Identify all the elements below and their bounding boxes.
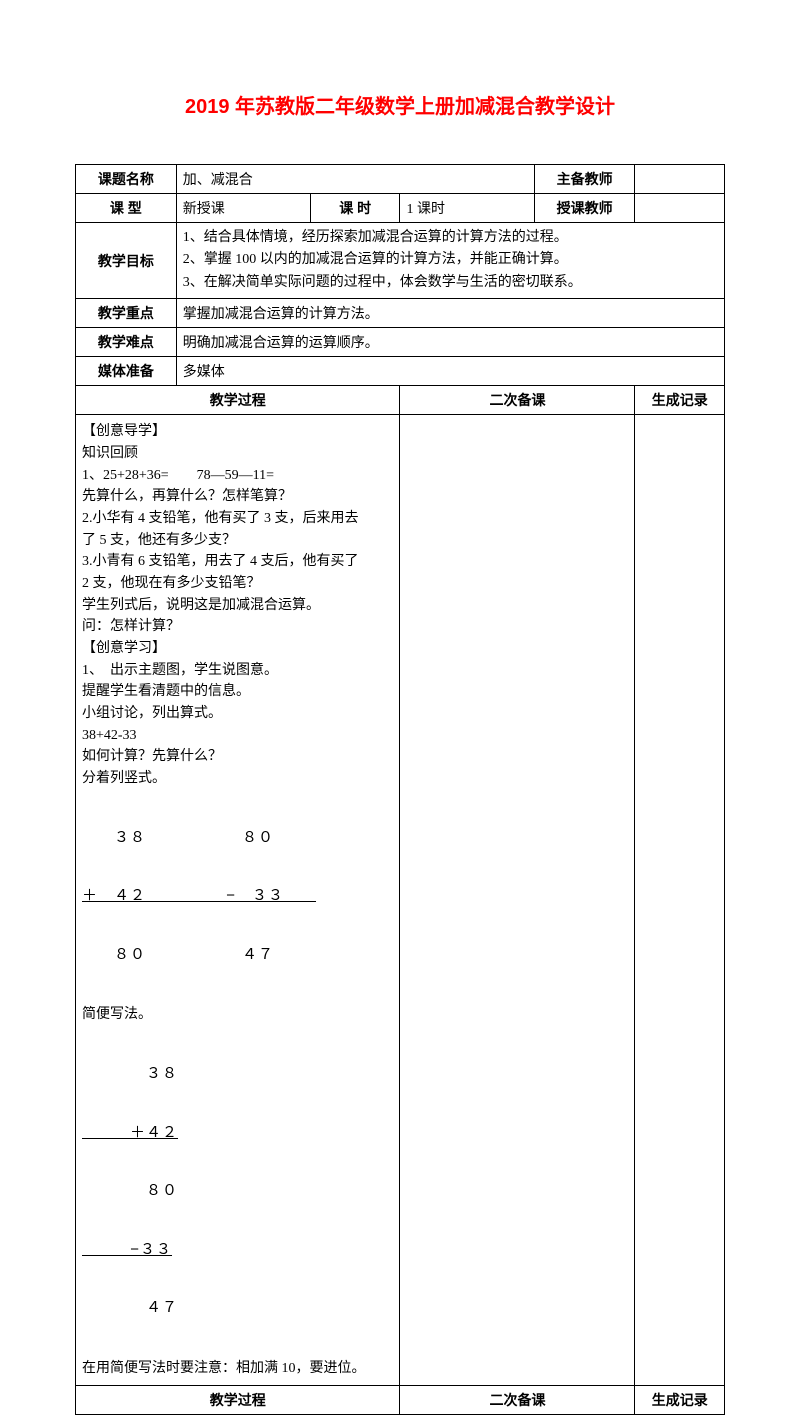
s1-line2: 先算什么，再算什么？怎样笔算？ <box>82 486 393 508</box>
row-difficulty: 教学难点 明确加减混合运算的运算顺序。 <box>76 328 725 357</box>
goal-2: 2、掌握 100 以内的加减混合运算的计算方法，并能正确计算。 <box>183 249 718 271</box>
value-goals: 1、结合具体情境，经历探索加减混合运算的计算方法的过程。 2、掌握 100 以内… <box>176 223 724 299</box>
document-title: 2019 年苏教版二年级数学上册加减混合教学设计 <box>75 90 725 119</box>
s1-line4a: 3.小青有 6 支铅笔，用去了 4 支后，他有买了 <box>82 551 393 573</box>
calculation-2: ３８ ＋４２ ８０ −３３ ４７ <box>82 1026 393 1358</box>
value-teaching-teacher <box>635 194 725 223</box>
s2-line8: 在用简便写法时要注意：相加满 10，要进位。 <box>82 1358 393 1380</box>
value-media: 多媒体 <box>176 357 724 386</box>
calc2-r1: ３８ <box>82 1065 393 1085</box>
value-main-teacher <box>635 165 725 194</box>
label-goals: 教学目标 <box>76 223 177 299</box>
s2-line1: 1、 出示主题图，学生说图意。 <box>82 660 393 682</box>
row-process-header-2: 教学过程 二次备课 生成记录 <box>76 1386 725 1415</box>
row-process-header: 教学过程 二次备课 生成记录 <box>76 386 725 415</box>
row-key-point: 教学重点 掌握加减混合运算的计算方法。 <box>76 299 725 328</box>
process-content: 【创意导学】 知识回顾 1、25+28+36= 78—59—11= 先算什么，再… <box>76 415 400 1386</box>
s1-line5: 学生列式后，说明这是加减混合运算。 <box>82 595 393 617</box>
label-period: 课 时 <box>310 194 400 223</box>
value-class-type: 新授课 <box>176 194 310 223</box>
value-key-point: 掌握加减混合运算的计算方法。 <box>176 299 724 328</box>
row-media: 媒体准备 多媒体 <box>76 357 725 386</box>
header-record-2: 生成记录 <box>635 1386 725 1415</box>
label-media: 媒体准备 <box>76 357 177 386</box>
row-class-type: 课 型 新授课 课 时 1 课时 授课教师 <box>76 194 725 223</box>
label-main-teacher: 主备教师 <box>534 165 635 194</box>
s1-line1: 1、25+28+36= 78—59—11= <box>82 465 393 487</box>
s2-line2: 提醒学生看清题中的信息。 <box>82 681 393 703</box>
label-teaching-teacher: 授课教师 <box>534 194 635 223</box>
s1-line6: 问：怎样计算？ <box>82 616 393 638</box>
label-difficulty: 教学难点 <box>76 328 177 357</box>
calc1-r3: ８０ ４７ <box>82 946 393 966</box>
calc2-r4: −３３ <box>82 1241 393 1261</box>
record-content <box>635 415 725 1386</box>
lesson-plan-table: 课题名称 加、减混合 主备教师 课 型 新授课 课 时 1 课时 授课教师 教学… <box>75 164 725 1415</box>
calc2-r3: ８０ <box>82 1182 393 1202</box>
section-1-title: 【创意导学】 <box>82 421 393 443</box>
header-process: 教学过程 <box>76 386 400 415</box>
section-1-sub: 知识回顾 <box>82 443 393 465</box>
value-difficulty: 明确加减混合运算的运算顺序。 <box>176 328 724 357</box>
s2-line5: 如何计算？先算什么？ <box>82 746 393 768</box>
calculation-1: ３８ ８０ ＋ ４２ − ３３ ８０ ４７ <box>82 790 393 1005</box>
value-topic: 加、减混合 <box>176 165 534 194</box>
row-goals: 教学目标 1、结合具体情境，经历探索加减混合运算的计算方法的过程。 2、掌握 1… <box>76 223 725 299</box>
calc1-r1: ３８ ８０ <box>82 829 393 849</box>
label-topic: 课题名称 <box>76 165 177 194</box>
value-period: 1 课时 <box>400 194 534 223</box>
s2-line3: 小组讨论，列出算式。 <box>82 703 393 725</box>
goal-3: 3、在解决简单实际问题的过程中，体会数学与生活的密切联系。 <box>183 272 718 294</box>
row-process-body: 【创意导学】 知识回顾 1、25+28+36= 78—59—11= 先算什么，再… <box>76 415 725 1386</box>
s2-line7: 简便写法。 <box>82 1004 393 1026</box>
label-class-type: 课 型 <box>76 194 177 223</box>
s1-line4b: 2 支，他现在有多少支铅笔？ <box>82 573 393 595</box>
s1-line3a: 2.小华有 4 支铅笔，他有买了 3 支，后来用去 <box>82 508 393 530</box>
header-record: 生成记录 <box>635 386 725 415</box>
section-2-title: 【创意学习】 <box>82 638 393 660</box>
header-process-2: 教学过程 <box>76 1386 400 1415</box>
calc1-r2: ＋ ４２ − ３３ <box>82 887 393 907</box>
label-key-point: 教学重点 <box>76 299 177 328</box>
goal-1: 1、结合具体情境，经历探索加减混合运算的计算方法的过程。 <box>183 227 718 249</box>
s2-line4: 38+42-33 <box>82 725 393 747</box>
calc2-r5: ４７ <box>82 1299 393 1319</box>
row-topic: 课题名称 加、减混合 主备教师 <box>76 165 725 194</box>
header-second-prep: 二次备课 <box>400 386 635 415</box>
s2-line6: 分着列竖式。 <box>82 768 393 790</box>
header-second-prep-2: 二次备课 <box>400 1386 635 1415</box>
second-prep-content <box>400 415 635 1386</box>
s1-line3b: 了 5 支，他还有多少支？ <box>82 530 393 552</box>
calc2-r2: ＋４２ <box>82 1124 393 1144</box>
